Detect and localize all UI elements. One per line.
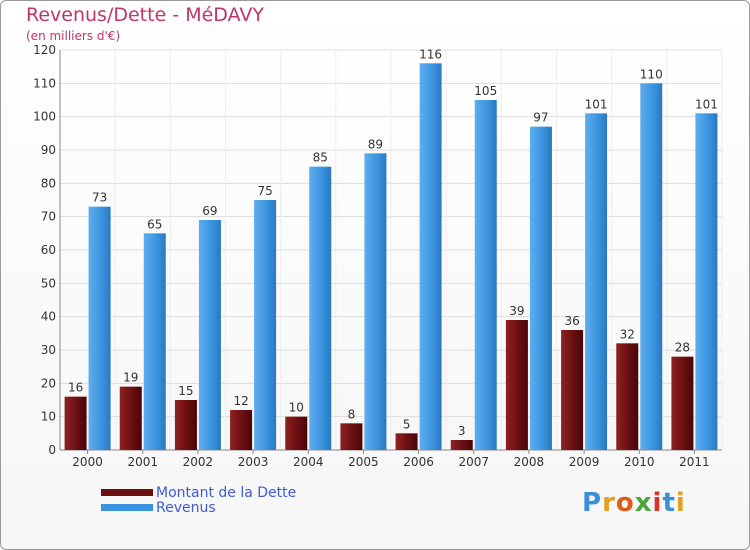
data-label: 16 [68,381,83,395]
bars [64,63,718,451]
data-label: 28 [675,341,690,355]
logo-letter: i [652,488,663,518]
axes: 0 10 20 30 40 50 60 70 80 90 100 110 120 2000 2001 2002… [33,43,722,469]
data-label: 101 [695,97,718,111]
chart-title: Revenus/Dette - MéDAVY [26,4,264,26]
data-label: 8 [348,407,356,421]
chart-subtitle: (en milliers d'€) [26,29,121,43]
y-tick-label: 50 [41,276,56,290]
y-tick-label: 70 [41,210,56,224]
bar-dette [395,433,418,450]
x-tick-label: 2006 [403,455,434,469]
logo-letter: t [662,488,676,518]
data-label: 101 [585,97,608,111]
bar-dette [616,343,639,450]
bar-revenus [143,233,166,450]
logo-letter: x [634,488,653,518]
legend-swatch-dette [101,489,153,496]
x-tick-label: 2010 [624,455,655,469]
bar-dette [505,320,528,450]
bar-revenus [419,63,442,450]
x-tick-label: 2001 [127,455,158,469]
bar-revenus [309,166,332,450]
bar-dette [450,440,473,450]
proxiti-logo: Proxiti [582,488,686,518]
x-tick-label: 2011 [679,455,710,469]
x-tick-label: 2002 [183,455,214,469]
data-label: 15 [178,384,193,398]
bar-dette [285,416,308,450]
value-labels: 16 73 19 65 15 69 12 75 10 85 8 89 5 116 3 105 39 97 36 101… [68,47,718,438]
y-tick-label: 80 [41,176,56,190]
bar-dette [64,396,87,450]
logo-letter: r [602,488,616,518]
y-tick-label: 20 [41,376,56,390]
bar-dette [340,423,363,450]
legend-label-dette: Montant de la Dette [156,485,297,501]
logo-letter: i [675,488,686,518]
bar-revenus [585,113,608,450]
logo-letter: o [615,488,635,518]
y-tick-label: 100 [33,110,56,124]
data-label: 89 [368,137,383,151]
data-label: 69 [202,204,217,218]
data-label: 105 [474,84,497,98]
data-label: 10 [289,401,304,415]
data-label: 75 [257,184,272,198]
data-label: 116 [419,47,442,61]
data-label: 39 [509,304,524,318]
data-label: 65 [147,217,162,231]
data-label: 32 [620,327,635,341]
data-label: 73 [92,191,107,205]
x-tick-label: 2000 [72,455,103,469]
bar-dette [671,356,694,450]
data-label: 3 [458,424,466,438]
x-tick-label: 2005 [348,455,379,469]
logo-letter: P [582,488,603,518]
grid-lines [59,49,723,451]
y-tick-label: 90 [41,143,56,157]
x-tick-label: 2007 [458,455,489,469]
x-tick-label: 2004 [293,455,324,469]
bar-revenus [254,200,277,450]
bar-dette [561,330,584,450]
legend-label-revenus: Revenus [156,500,216,516]
x-tick-label: 2003 [238,455,269,469]
bar-revenus [695,113,718,450]
x-tick-label: 2008 [514,455,545,469]
data-label: 110 [640,67,663,81]
y-tick-label: 60 [41,243,56,257]
bar-revenus [364,153,387,451]
bar-revenus [529,126,552,451]
bar-revenus [474,100,497,450]
data-label: 85 [313,151,328,165]
data-label: 19 [123,371,138,385]
data-label: 12 [233,394,248,408]
data-label: 97 [533,111,548,125]
y-tick-label: 120 [33,43,56,57]
bar-revenus [198,220,221,450]
y-tick-label: 10 [41,410,56,424]
legend-swatch-revenus [101,504,153,511]
y-tick-label: 0 [48,443,56,457]
y-tick-label: 40 [41,310,56,324]
bar-dette [119,386,142,450]
bar-revenus [88,206,111,450]
x-tick-label: 2009 [569,455,600,469]
bar-dette [174,400,197,450]
bar-dette [230,410,253,450]
bar-revenus [640,83,663,450]
data-label: 36 [564,314,579,328]
data-label: 5 [403,417,411,431]
y-tick-label: 30 [41,343,56,357]
y-tick-label: 110 [33,76,56,90]
